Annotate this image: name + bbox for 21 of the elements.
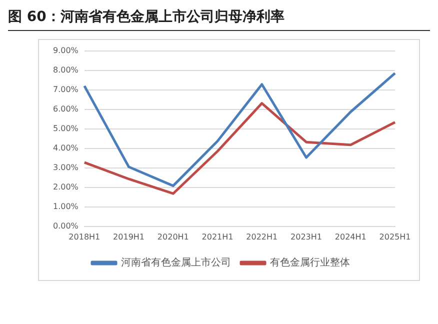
x-tick-label: 2019H1 (113, 232, 145, 242)
x-tick-label: 2023H1 (290, 232, 322, 242)
y-tick-label: 7.00% (52, 84, 79, 94)
legend-label: 河南省有色金属上市公司 (121, 256, 231, 269)
chart-title: 图 60：河南省有色金属上市公司归母净利率 (8, 8, 430, 31)
y-tick-label: 4.00% (52, 143, 79, 152)
y-tick-label: 0.00% (52, 221, 79, 230)
y-tick-label: 2.00% (52, 182, 79, 192)
legend-label: 有色金属行业整体 (270, 256, 350, 269)
y-tick-label: 1.00% (52, 202, 79, 211)
x-tick-label: 2018H1 (68, 232, 100, 242)
x-tick-label: 2022H1 (246, 232, 278, 242)
x-tick-label: 2024H1 (334, 232, 366, 242)
x-tick-label: 2021H1 (202, 232, 234, 242)
y-tick-label: 8.00% (52, 65, 79, 74)
x-tick-label: 2025H1 (379, 232, 411, 242)
y-tick-label: 3.00% (52, 162, 79, 172)
y-tick-label: 6.00% (52, 104, 79, 114)
y-tick-label: 5.00% (52, 124, 79, 133)
x-tick-label: 2020H1 (157, 232, 189, 242)
y-tick-label: 9.00% (52, 46, 79, 55)
